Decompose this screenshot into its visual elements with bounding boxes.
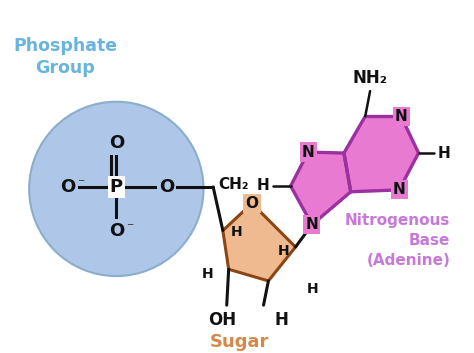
Text: OH: OH [208,311,236,329]
Text: H: H [201,267,213,281]
Text: P: P [110,178,123,196]
Text: H: H [274,311,288,329]
Ellipse shape [29,102,203,276]
Text: O: O [109,134,124,152]
Polygon shape [223,203,295,281]
Text: N: N [395,109,408,124]
Text: H: H [438,145,451,161]
Text: O: O [246,196,258,211]
Text: H: H [256,179,269,193]
Text: Sugar: Sugar [210,333,269,351]
Text: ⁻: ⁻ [78,177,85,191]
Text: Phosphate
Group: Phosphate Group [13,37,117,77]
Text: Nitrogenous
Base
(Adenine): Nitrogenous Base (Adenine) [345,213,450,268]
Text: H: H [231,226,242,239]
Polygon shape [344,116,419,192]
Text: O: O [60,178,75,196]
Text: N: N [306,217,319,232]
Text: O: O [109,222,124,240]
Text: O: O [159,178,174,196]
Text: H: H [307,282,319,296]
Text: NH₂: NH₂ [353,69,388,87]
Text: H: H [278,244,290,258]
Polygon shape [291,152,351,225]
Text: N: N [393,183,406,197]
Text: CH₂: CH₂ [218,177,248,192]
Text: N: N [302,145,314,160]
Text: ⁻: ⁻ [126,221,133,235]
